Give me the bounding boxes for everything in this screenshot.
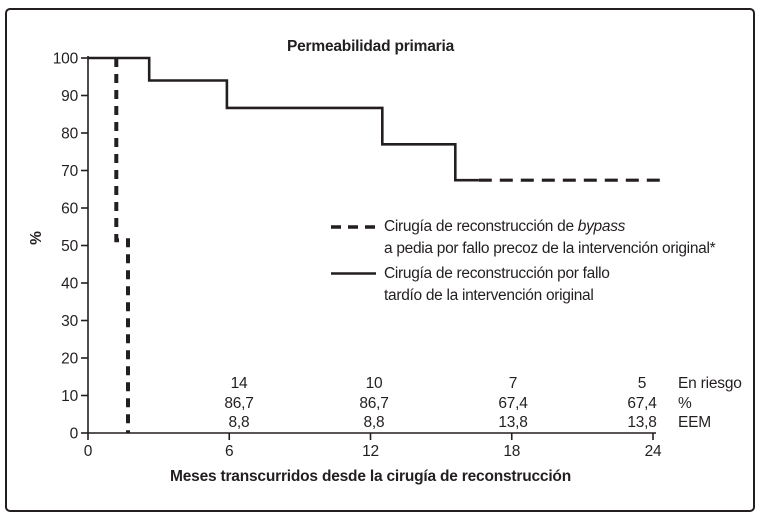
legend-label-dashed-line1: Cirugía de reconstrucción de bypass	[384, 218, 626, 235]
y-axis-title: %	[28, 231, 45, 245]
y-tick-label: 50	[61, 238, 78, 255]
risk-table-value: 86,7	[359, 395, 388, 412]
legend-entry-dashed: Cirugía de reconstrucción de bypass a pe…	[384, 216, 744, 260]
series-solid-curve	[88, 56, 479, 182]
y-tick-label: 0	[70, 426, 79, 443]
risk-table-row-label: EEM	[678, 414, 711, 431]
y-tick-label: 20	[61, 351, 78, 368]
legend-entry-solid: Cirugía de reconstrucción por fallo tard…	[384, 263, 744, 307]
x-tick-label: 0	[84, 443, 93, 460]
y-tick-label: 70	[61, 163, 78, 180]
legend-label-dashed-line2: a pedia por fallo precoz de la intervenc…	[384, 240, 716, 257]
legend-label-solid-line2: tardío de la intervención original	[384, 286, 594, 304]
chart-title: Permeabilidad primaria	[286, 38, 455, 55]
risk-table-value: 13,8	[627, 414, 656, 431]
risk-table-row-label: En riesgo	[678, 375, 742, 392]
x-tick-label: 18	[503, 443, 520, 460]
risk-table-value: 86,7	[224, 395, 253, 412]
x-tick-label: 12	[362, 443, 379, 460]
risk-table-value: 8,8	[229, 414, 250, 431]
risk-table-value: 67,4	[627, 395, 657, 412]
legend-label-solid-line1: Cirugía de reconstrucción por fallo	[384, 264, 610, 282]
y-tick-label: 90	[61, 88, 78, 105]
x-tick-label: 6	[225, 443, 233, 460]
series-dashed-curve	[114, 58, 130, 433]
legend: Cirugía de reconstrucción de bypass a pe…	[384, 216, 744, 307]
x-tick-label: 24	[645, 443, 662, 460]
y-tick-label: 100	[53, 51, 79, 68]
risk-table-row-label: %	[678, 395, 692, 412]
y-tick-label: 80	[61, 126, 78, 143]
y-tick-label: 10	[61, 388, 78, 405]
x-axis-title: Meses transcurridos desde la cirugía de …	[170, 468, 571, 485]
y-tick-label: 30	[61, 313, 78, 330]
legend-label-bypass-italic: bypass	[577, 218, 626, 235]
risk-table-value: 13,8	[498, 414, 527, 431]
risk-table-value: 5	[638, 375, 646, 392]
risk-table-value: 14	[231, 375, 248, 392]
risk-table-value: 67,4	[498, 395, 528, 412]
risk-table-value: 10	[366, 375, 383, 392]
y-tick-label: 40	[61, 276, 78, 293]
risk-table-value: 7	[509, 375, 517, 392]
risk-table-value: 8,8	[364, 414, 385, 431]
y-tick-label: 60	[61, 201, 78, 218]
